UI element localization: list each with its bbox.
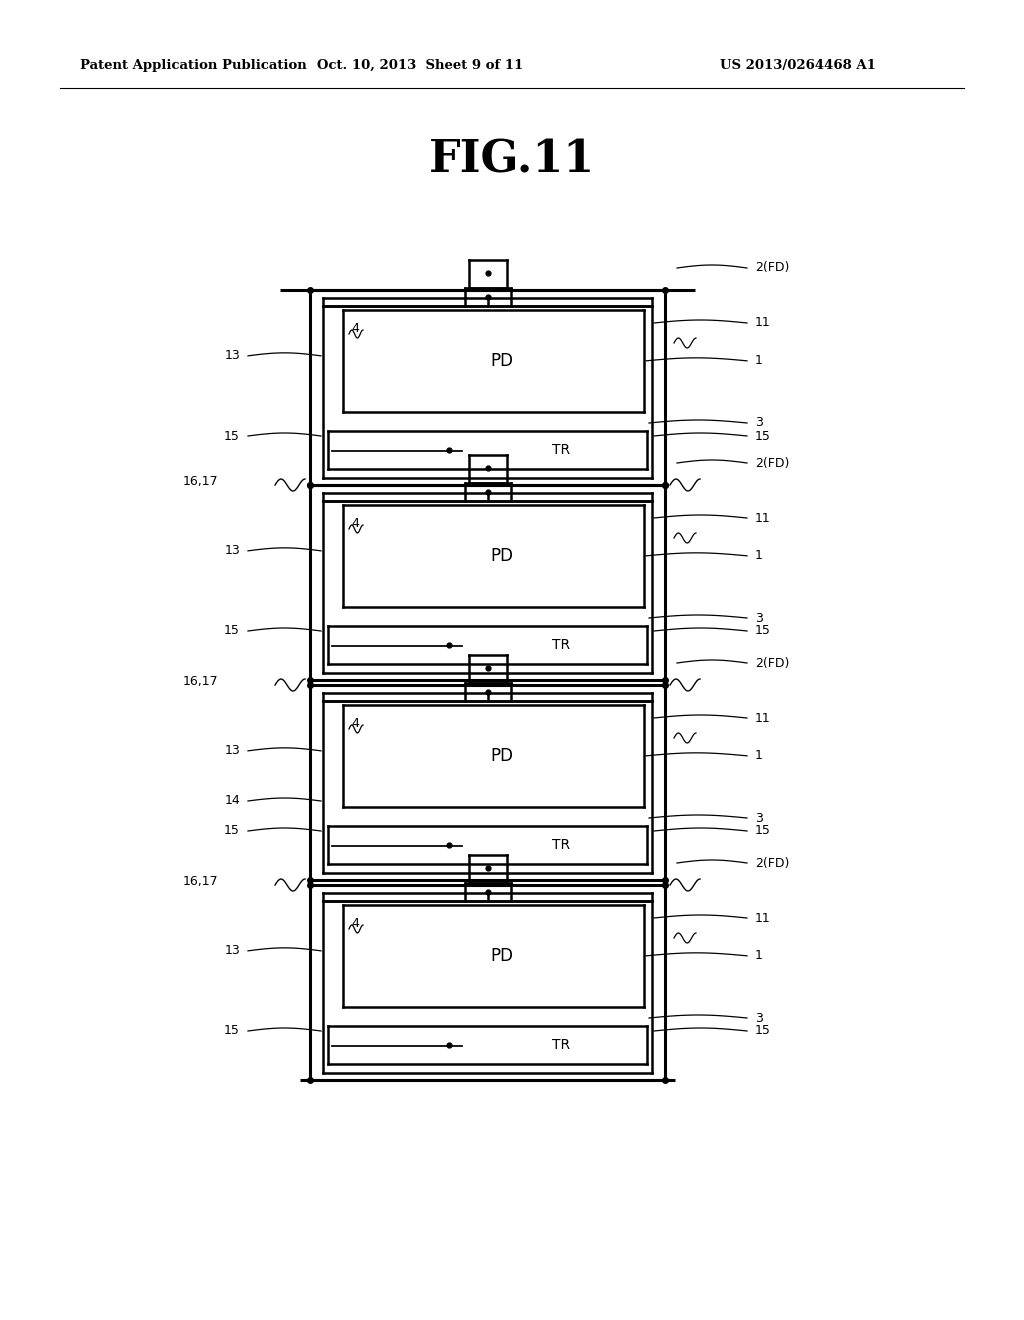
Text: TR: TR <box>552 838 570 851</box>
Text: 15: 15 <box>224 624 240 638</box>
Text: 1: 1 <box>755 750 763 763</box>
Text: 15: 15 <box>755 429 771 442</box>
Text: 15: 15 <box>224 429 240 442</box>
Text: 2(FD): 2(FD) <box>755 656 790 669</box>
Text: 15: 15 <box>755 1024 771 1038</box>
Text: 4: 4 <box>351 517 358 531</box>
Text: 2(FD): 2(FD) <box>755 457 790 470</box>
Text: FIG.11: FIG.11 <box>429 139 595 181</box>
Text: 13: 13 <box>224 350 240 363</box>
Text: 16,17: 16,17 <box>182 475 218 488</box>
Text: TR: TR <box>552 638 570 652</box>
Text: 16,17: 16,17 <box>182 676 218 689</box>
Text: 11: 11 <box>755 317 771 330</box>
Text: US 2013/0264468 A1: US 2013/0264468 A1 <box>720 58 876 71</box>
Text: PD: PD <box>490 352 513 370</box>
Text: 15: 15 <box>224 1024 240 1038</box>
Text: 3: 3 <box>755 417 763 429</box>
Text: 3: 3 <box>755 812 763 825</box>
Text: 11: 11 <box>755 511 771 524</box>
Text: 13: 13 <box>224 744 240 758</box>
Text: 2(FD): 2(FD) <box>755 857 790 870</box>
Text: 1: 1 <box>755 949 763 962</box>
Text: 13: 13 <box>224 544 240 557</box>
Text: 11: 11 <box>755 912 771 924</box>
Text: 1: 1 <box>755 354 763 367</box>
Text: 3: 3 <box>755 611 763 624</box>
Text: 11: 11 <box>755 711 771 725</box>
Text: Patent Application Publication: Patent Application Publication <box>80 58 307 71</box>
Text: 13: 13 <box>224 944 240 957</box>
Text: Oct. 10, 2013  Sheet 9 of 11: Oct. 10, 2013 Sheet 9 of 11 <box>316 58 523 71</box>
Text: 4: 4 <box>351 322 358 335</box>
Text: 4: 4 <box>351 717 358 730</box>
Text: 2(FD): 2(FD) <box>755 261 790 275</box>
Text: TR: TR <box>552 1038 570 1052</box>
Text: 15: 15 <box>755 825 771 837</box>
Text: 16,17: 16,17 <box>182 875 218 888</box>
Text: 3: 3 <box>755 1011 763 1024</box>
Text: PD: PD <box>490 747 513 764</box>
Text: 15: 15 <box>755 624 771 638</box>
Text: PD: PD <box>490 546 513 565</box>
Text: 4: 4 <box>351 917 358 931</box>
Text: 1: 1 <box>755 549 763 562</box>
Text: PD: PD <box>490 946 513 965</box>
Text: TR: TR <box>552 444 570 457</box>
Text: 14: 14 <box>224 795 240 808</box>
Text: 15: 15 <box>224 825 240 837</box>
